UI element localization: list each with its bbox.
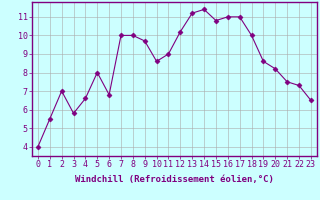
X-axis label: Windchill (Refroidissement éolien,°C): Windchill (Refroidissement éolien,°C) [75,175,274,184]
